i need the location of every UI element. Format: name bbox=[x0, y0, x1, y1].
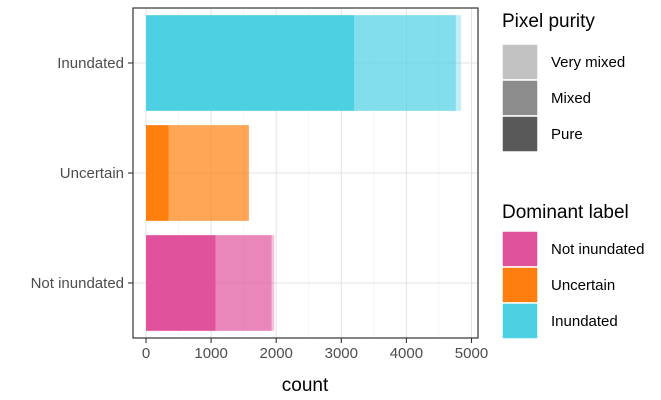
bar-inundated-pure bbox=[146, 15, 355, 111]
bar-not-inundated-very-mixed bbox=[271, 235, 275, 331]
axis-ticks: 0 1000 2000 3000 4000 5000 Not inundated Uncert… bbox=[31, 55, 489, 362]
y-tick-label: Inundated bbox=[57, 55, 124, 72]
legend-label-pure: Pure bbox=[551, 126, 583, 143]
legend-title-dominant-label: Dominant label bbox=[502, 202, 629, 223]
x-tick-label: 4000 bbox=[390, 345, 423, 362]
x-tick-label: 3000 bbox=[325, 345, 358, 362]
bar-inundated-very-mixed bbox=[455, 15, 462, 111]
y-tick-label: Not inundated bbox=[31, 275, 124, 292]
legend-title-pixel-purity: Pixel purity bbox=[502, 11, 595, 32]
legend-key-not-inundated bbox=[501, 230, 539, 268]
bar-uncertain-mixed bbox=[168, 125, 249, 221]
bar-uncertain-pure bbox=[146, 125, 169, 221]
legend-label-inundated: Inundated bbox=[551, 313, 618, 330]
x-tick-label: 0 bbox=[142, 345, 150, 362]
legend-key-mixed bbox=[501, 79, 539, 117]
x-tick-label: 1000 bbox=[194, 345, 227, 362]
bar-not-inundated-pure bbox=[146, 235, 216, 331]
legends: Pixel purity Very mixed Mixed Pure Dominant … bbox=[501, 11, 644, 340]
legend-label-very-mixed: Very mixed bbox=[551, 54, 625, 71]
x-tick-label: 5000 bbox=[455, 345, 488, 362]
y-tick-label: Uncertain bbox=[60, 165, 124, 182]
legend-key-inundated bbox=[501, 302, 539, 340]
legend-label-not-inundated: Not inundated bbox=[551, 241, 644, 258]
plot-bars bbox=[146, 15, 462, 331]
x-tick-label: 2000 bbox=[260, 345, 293, 362]
legend-key-uncertain bbox=[501, 266, 539, 304]
legend-label-mixed: Mixed bbox=[551, 90, 591, 107]
bar-inundated-mixed bbox=[354, 15, 456, 111]
x-axis-title: count bbox=[282, 375, 329, 396]
legend-key-very-mixed bbox=[501, 43, 539, 81]
legend-key-pure bbox=[501, 115, 539, 153]
legend-label-uncertain: Uncertain bbox=[551, 277, 615, 294]
bar-not-inundated-mixed bbox=[215, 235, 272, 331]
